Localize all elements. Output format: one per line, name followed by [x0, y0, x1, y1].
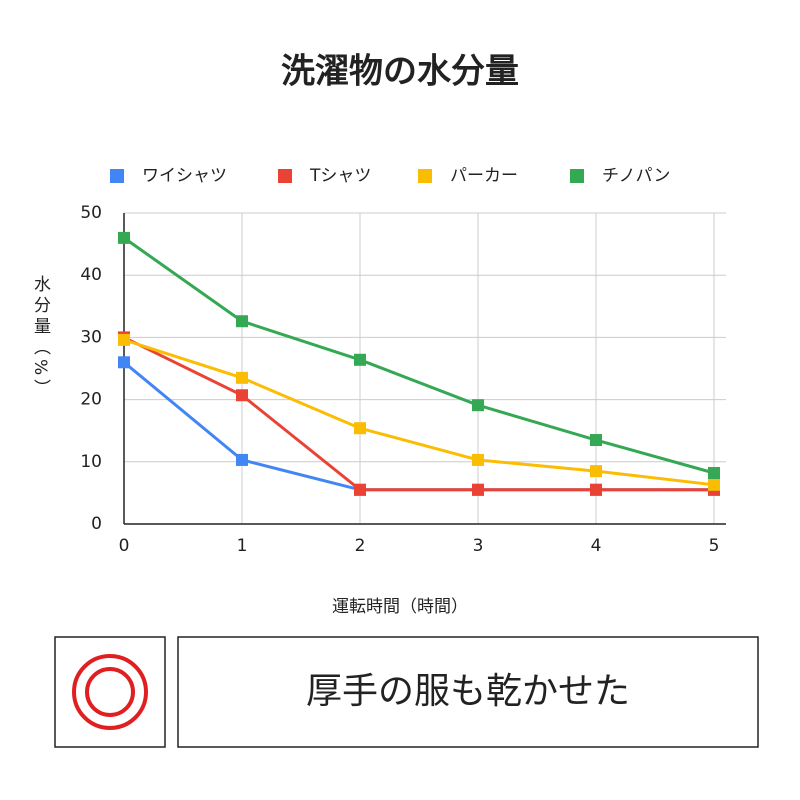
- point: [472, 399, 484, 412]
- point: [118, 231, 130, 244]
- point: [354, 353, 366, 366]
- point: [354, 422, 366, 435]
- legend-swatch: [110, 169, 124, 183]
- caption: 厚手の服も乾かせた: [306, 671, 630, 712]
- series-line: [123, 336, 714, 492]
- point: [118, 333, 130, 346]
- point: [236, 371, 248, 384]
- series-line: [123, 236, 715, 475]
- point: [590, 465, 602, 478]
- point: [472, 483, 484, 496]
- point: [236, 315, 248, 328]
- legend-label: Tシャツ: [309, 166, 371, 186]
- point: [472, 453, 484, 466]
- point: [590, 483, 602, 496]
- x-tick-label: 1: [237, 536, 248, 556]
- y-tick-label: 10: [80, 452, 102, 472]
- y-tick-label: 50: [80, 203, 102, 223]
- legend-swatch: [570, 169, 584, 183]
- legend-label: パーカー: [450, 166, 518, 186]
- point: [236, 453, 248, 466]
- point: [118, 356, 130, 369]
- double-circle-inner: [85, 667, 135, 717]
- y-tick-label: 40: [80, 265, 102, 285]
- x-tick-label: 0: [119, 536, 130, 556]
- x-tick-label: 2: [355, 536, 366, 556]
- x-tick-label: 4: [591, 536, 602, 556]
- x-tick-label: 5: [709, 536, 720, 556]
- point: [354, 483, 366, 496]
- point: [590, 434, 602, 447]
- legend-swatch: [418, 169, 432, 183]
- x-axis-label: 運転時間（時間）: [332, 597, 468, 617]
- series-line: [123, 338, 715, 487]
- y-tick-label: 0: [91, 514, 102, 534]
- double-circle-outer: [72, 654, 148, 730]
- legend-swatch: [278, 169, 292, 183]
- legend-label: チノパン: [602, 166, 670, 186]
- icon-box: [54, 636, 166, 748]
- chart-title: 洗濯物の水分量: [281, 52, 519, 92]
- point: [708, 466, 720, 479]
- point: [236, 389, 248, 402]
- point: [708, 478, 720, 491]
- y-tick-label: 20: [80, 390, 102, 410]
- legend-label: ワイシャツ: [142, 166, 227, 186]
- y-tick-label: 30: [80, 327, 102, 347]
- caption-box: [177, 636, 759, 748]
- y-axis-label: 水分量（%）: [30, 275, 51, 400]
- x-tick-label: 3: [473, 536, 484, 556]
